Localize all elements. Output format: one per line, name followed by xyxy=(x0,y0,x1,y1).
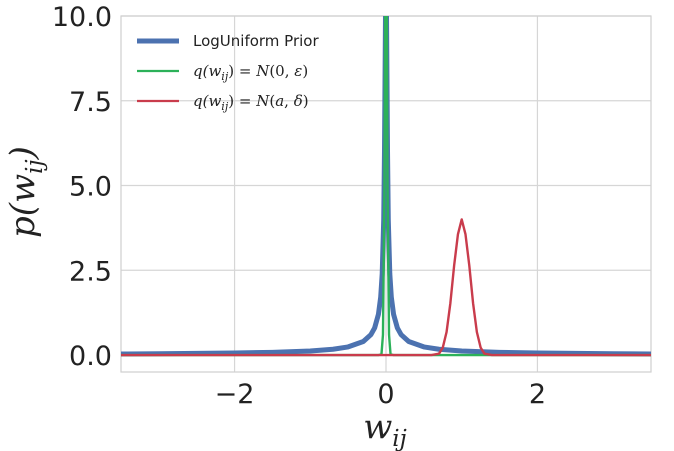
legend: LogUniform Prior q(wij) = N(0, ε) q(wij)… xyxy=(137,32,319,113)
y-tick-label: 0.0 xyxy=(69,341,112,372)
y-axis-label: p(wij) xyxy=(3,146,48,238)
x-tick-label: −2 xyxy=(215,379,255,410)
x-axis-label: wij xyxy=(363,407,407,451)
ticks: −2 0 2 0.0 2.5 5.0 7.5 10.0 xyxy=(52,2,546,410)
y-tick-label: 5.0 xyxy=(69,172,112,203)
legend-label-loguniform: LogUniform Prior xyxy=(193,32,319,50)
series-line-loguniform xyxy=(121,16,651,357)
series-line-n-a-delta xyxy=(121,218,651,357)
legend-label-n-0-eps: q(wij) = N(0, ε) xyxy=(193,62,308,83)
y-tick-label: 10.0 xyxy=(52,2,112,33)
y-tick-label: 2.5 xyxy=(69,256,112,287)
x-tick-label: 2 xyxy=(529,379,546,410)
legend-label-n-a-delta: q(wij) = N(a, δ) xyxy=(193,92,309,113)
x-tick-label: 0 xyxy=(377,379,394,410)
plot-area xyxy=(121,16,651,357)
y-tick-label: 7.5 xyxy=(69,87,112,118)
